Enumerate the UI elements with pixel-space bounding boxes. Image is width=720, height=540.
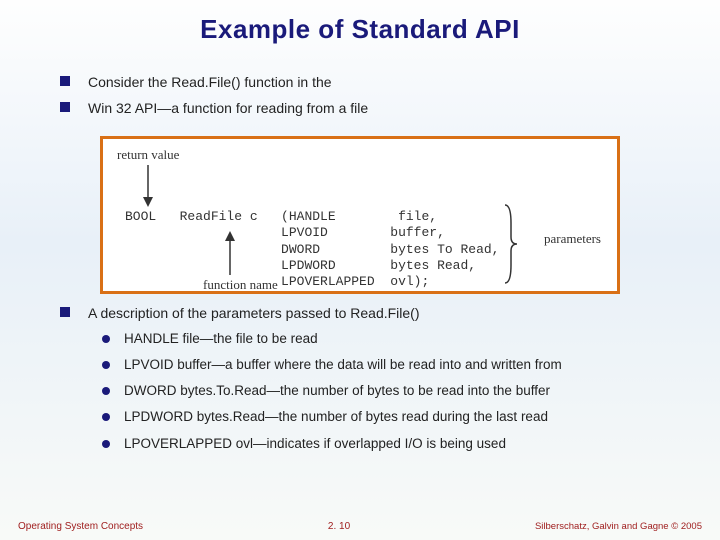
code-func-name: ReadFile c xyxy=(180,209,258,224)
code-param-type: LPVOID xyxy=(273,225,328,240)
code-param-type: LPOVERLAPPED xyxy=(273,274,374,289)
sub-bullet-item: DWORD bytes.To.Read—the number of bytes … xyxy=(100,382,660,400)
desc-intro: A description of the parameters passed t… xyxy=(88,305,420,321)
content-area: Consider the Read.File() function in the… xyxy=(0,53,720,453)
code-signature: BOOL ReadFile c (HANDLE file, LPVOID buf… xyxy=(125,209,499,290)
code-param-name: bytes To Read, xyxy=(390,242,499,257)
code-param-type: LPDWORD xyxy=(273,258,335,273)
sub-bullet-item: HANDLE file—the file to be read xyxy=(100,330,660,348)
bullet-item: Win 32 API—a function for reading from a… xyxy=(60,99,660,119)
function-name-label: function name xyxy=(203,277,278,293)
parameters-label: parameters xyxy=(544,231,601,247)
sub-bullet-list: HANDLE file—the file to be read LPVOID b… xyxy=(100,330,660,453)
sub-bullet-item: LPDWORD bytes.Read—the number of bytes r… xyxy=(100,408,660,426)
code-param-name: bytes Read, xyxy=(390,258,476,273)
code-diagram: return value BOOL ReadFile c (HANDLE fil… xyxy=(100,136,620,294)
bullet-item: A description of the parameters passed t… xyxy=(60,304,660,453)
arrow-down-icon xyxy=(141,165,155,207)
code-param-type: DWORD xyxy=(273,242,320,257)
slide-title: Example of Standard API xyxy=(0,0,720,53)
sub-bullet-item: LPVOID buffer—a buffer where the data wi… xyxy=(100,356,660,374)
code-param-name: file, xyxy=(398,209,437,224)
code-param-name: ovl); xyxy=(390,274,429,289)
code-param-name: buffer, xyxy=(390,225,445,240)
desc-bullet-list: A description of the parameters passed t… xyxy=(60,304,660,453)
return-value-label: return value xyxy=(117,147,603,163)
code-param-type: (HANDLE xyxy=(281,209,336,224)
bullet-item: Consider the Read.File() function in the xyxy=(60,73,660,93)
code-return-type: BOOL xyxy=(125,209,156,224)
arrow-up-icon xyxy=(223,231,237,280)
slide-footer: Operating System Concepts 2. 10 Silbersc… xyxy=(0,521,720,532)
top-bullet-list: Consider the Read.File() function in the… xyxy=(60,73,660,118)
bracket-icon xyxy=(503,203,519,290)
footer-attribution: Silberschatz, Galvin and Gagne © 2005 xyxy=(535,521,702,532)
footer-left: Operating System Concepts xyxy=(18,521,143,532)
sub-bullet-item: LPOVERLAPPED ovl—indicates if overlapped… xyxy=(100,435,660,453)
footer-page-number: 2. 10 xyxy=(328,521,350,532)
